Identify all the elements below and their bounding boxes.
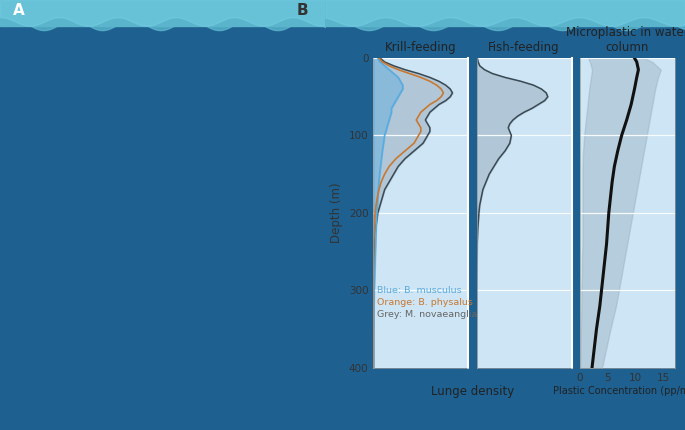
Text: Blue: B. musculus: Blue: B. musculus [377,286,462,295]
Bar [325,0,685,26]
Y-axis label: Depth (m): Depth (m) [330,183,343,243]
Title: Microplastic in water
column: Microplastic in water column [566,26,685,54]
Text: Plastic Concentration (pp/m⁻³): Plastic Concentration (pp/m⁻³) [553,386,685,396]
Text: A: A [13,3,25,18]
Text: Orange: B. physalus: Orange: B. physalus [377,298,473,307]
Text: Grey: M. novaeangliae: Grey: M. novaeangliae [377,310,483,319]
Title: Krill-feeding: Krill-feeding [385,41,457,54]
Text: B: B [297,3,308,18]
Bar [0,0,325,26]
Title: Fish-feeding: Fish-feeding [488,41,560,54]
Text: Lunge density: Lunge density [431,385,514,398]
